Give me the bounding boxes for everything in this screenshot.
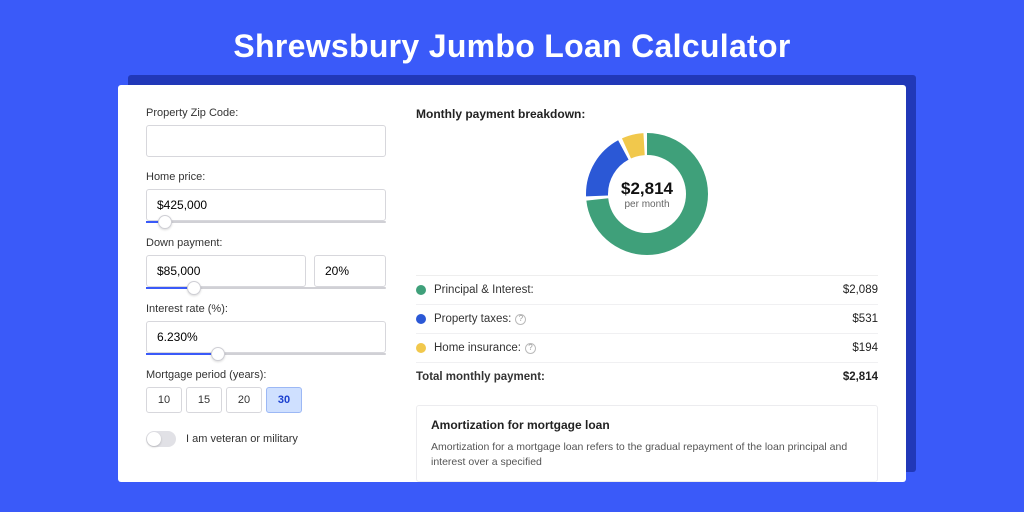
info-icon[interactable]: ? [515,314,526,325]
amortization-card: Amortization for mortgage loan Amortizat… [416,405,878,482]
donut-sub: per month [624,199,669,210]
down-field: Down payment: [146,237,386,289]
donut-amount: $2,814 [621,179,673,199]
info-icon[interactable]: ? [525,343,536,354]
down-label: Down payment: [146,237,386,249]
calculator-card: Property Zip Code: Home price: Down paym… [118,85,906,482]
down-slider-thumb[interactable] [187,281,201,295]
rate-slider[interactable] [146,353,386,355]
breakdown-label: Property taxes:? [434,313,852,325]
veteran-row: I am veteran or military [146,431,386,447]
breakdown-label: Principal & Interest: [434,284,843,296]
legend-dot-icon [416,314,426,324]
rate-slider-thumb[interactable] [211,347,225,361]
price-field: Home price: [146,171,386,223]
zip-label: Property Zip Code: [146,107,386,119]
donut-wrap: $2,814 per month [416,133,878,255]
price-input[interactable] [146,189,386,221]
price-label: Home price: [146,171,386,183]
breakdown-row: Home insurance:?$194 [416,334,878,363]
legend-dot-icon [416,343,426,353]
donut-center: $2,814 per month [586,133,708,255]
breakdown-label: Home insurance:? [434,342,852,354]
breakdown-value: $194 [852,342,878,354]
period-option-30[interactable]: 30 [266,387,302,413]
period-label: Mortgage period (years): [146,369,386,381]
period-option-20[interactable]: 20 [226,387,262,413]
veteran-toggle[interactable] [146,431,176,447]
rate-input[interactable] [146,321,386,353]
page-title: Shrewsbury Jumbo Loan Calculator [0,0,1024,85]
period-option-15[interactable]: 15 [186,387,222,413]
period-options: 10152030 [146,387,386,413]
toggle-knob [147,432,161,446]
zip-input[interactable] [146,125,386,157]
breakdown-row: Principal & Interest:$2,089 [416,276,878,305]
price-slider[interactable] [146,221,386,223]
breakdown-title: Monthly payment breakdown: [416,107,878,121]
period-option-10[interactable]: 10 [146,387,182,413]
rate-label: Interest rate (%): [146,303,386,315]
breakdown-column: Monthly payment breakdown: $2,814 per mo… [416,107,878,482]
down-slider[interactable] [146,287,386,289]
inputs-column: Property Zip Code: Home price: Down paym… [146,107,386,482]
rate-field: Interest rate (%): [146,303,386,355]
breakdown-value: $531 [852,313,878,325]
breakdown-row: Property taxes:?$531 [416,305,878,334]
total-value: $2,814 [843,371,878,383]
zip-field: Property Zip Code: [146,107,386,157]
breakdown-total-row: Total monthly payment:$2,814 [416,363,878,391]
breakdown-value: $2,089 [843,284,878,296]
amortization-body: Amortization for a mortgage loan refers … [431,440,863,469]
period-field: Mortgage period (years): 10152030 [146,369,386,413]
total-label: Total monthly payment: [416,371,843,383]
payment-donut-chart: $2,814 per month [586,133,708,255]
veteran-label: I am veteran or military [186,433,298,445]
legend-dot-icon [416,285,426,295]
amortization-title: Amortization for mortgage loan [431,418,863,432]
price-slider-thumb[interactable] [158,215,172,229]
down-amount-input[interactable] [146,255,306,287]
breakdown-list: Principal & Interest:$2,089Property taxe… [416,275,878,391]
down-pct-input[interactable] [314,255,386,287]
calculator-card-wrap: Property Zip Code: Home price: Down paym… [118,85,906,482]
